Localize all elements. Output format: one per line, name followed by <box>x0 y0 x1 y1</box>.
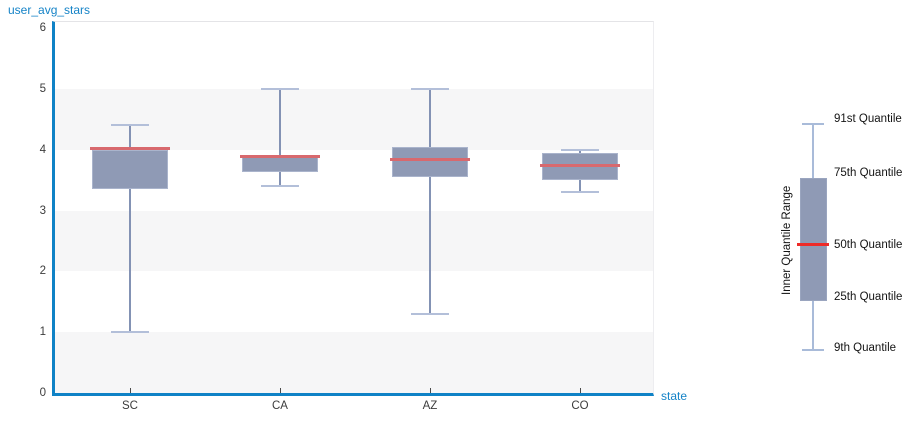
y-tick-label: 2 <box>39 265 46 278</box>
grid-band <box>55 332 653 393</box>
y-axis-title: user_avg_stars <box>8 3 91 17</box>
y-tick-label: 1 <box>39 326 46 339</box>
x-tick-mark <box>129 388 131 393</box>
plot-inner <box>55 22 653 393</box>
upper-cap-co <box>561 148 599 151</box>
median-sc <box>90 147 170 151</box>
box-az[interactable] <box>392 146 468 178</box>
legend-median-line <box>797 243 829 246</box>
lower-cap-ca <box>261 185 299 188</box>
upper-cap-sc <box>111 124 149 127</box>
legend-label-75th: 75th Quantile <box>834 167 903 179</box>
upper-cap-az <box>411 87 449 90</box>
x-tick-label-sc: SC <box>122 400 138 412</box>
median-ca <box>240 155 320 159</box>
legend-box <box>800 178 827 301</box>
box-ca[interactable] <box>242 155 318 173</box>
y-tick-label: 4 <box>39 143 46 156</box>
lower-cap-az <box>411 312 449 315</box>
median-az <box>390 158 470 162</box>
y-tick-label: 5 <box>39 82 46 95</box>
lower-cap-co <box>561 191 599 194</box>
y-tick-label: 0 <box>39 387 46 399</box>
upper-cap-ca <box>261 87 299 90</box>
legend-lower-cap <box>802 349 824 351</box>
lower-cap-sc <box>111 331 149 334</box>
y-tick-label: 6 <box>39 22 46 35</box>
x-tick-mark <box>279 388 281 393</box>
grid-band <box>55 88 653 150</box>
y-tick-label: 3 <box>39 204 46 217</box>
whisker-az <box>429 88 431 314</box>
box-sc[interactable] <box>92 149 168 190</box>
legend-label-25th: 25th Quantile <box>834 291 903 303</box>
x-axis-title: state <box>661 389 688 403</box>
legend-range-label: Inner Quantile Range <box>781 185 793 295</box>
legend-label-50th: 50th Quantile <box>834 239 903 251</box>
x-tick-label-az: AZ <box>422 400 438 412</box>
median-co <box>540 164 620 168</box>
x-tick-mark <box>579 388 581 393</box>
x-tick-label-ca: CA <box>272 400 288 412</box>
whisker-sc <box>129 125 131 333</box>
x-tick-label-co: CO <box>571 400 589 412</box>
legend-upper-cap <box>802 123 824 125</box>
legend-label-9th: 9th Quantile <box>834 342 897 354</box>
legend-lower-whisker <box>812 301 814 350</box>
plot-area <box>52 21 654 396</box>
legend-label-91st: 91st Quantile <box>834 113 902 125</box>
whisker-ca <box>279 88 281 187</box>
x-tick-mark <box>429 388 431 393</box>
grid-band <box>55 210 653 272</box>
legend-upper-whisker <box>812 124 814 178</box>
